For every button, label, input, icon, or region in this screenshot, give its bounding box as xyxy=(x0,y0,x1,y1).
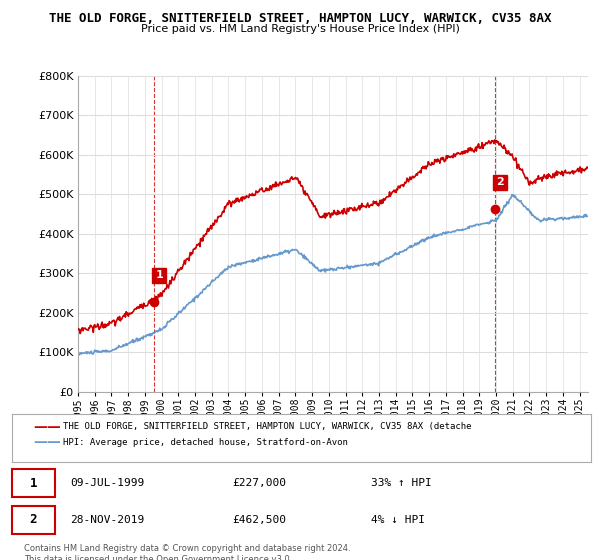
Text: 33% ↑ HPI: 33% ↑ HPI xyxy=(371,478,432,488)
Text: THE OLD FORGE, SNITTERFIELD STREET, HAMPTON LUCY, WARWICK, CV35 8AX: THE OLD FORGE, SNITTERFIELD STREET, HAMP… xyxy=(49,12,551,25)
FancyBboxPatch shape xyxy=(12,469,55,497)
Text: Contains HM Land Registry data © Crown copyright and database right 2024.
This d: Contains HM Land Registry data © Crown c… xyxy=(24,544,350,560)
Text: Price paid vs. HM Land Registry's House Price Index (HPI): Price paid vs. HM Land Registry's House … xyxy=(140,24,460,34)
Text: 4% ↓ HPI: 4% ↓ HPI xyxy=(371,515,425,525)
Text: £462,500: £462,500 xyxy=(232,515,286,525)
Text: ——: —— xyxy=(33,420,61,433)
Text: HPI: Average price, detached house, Stratford-on-Avon: HPI: Average price, detached house, Stra… xyxy=(63,438,348,447)
Text: 2: 2 xyxy=(496,178,504,188)
Text: ——: —— xyxy=(33,436,61,449)
Text: 2: 2 xyxy=(29,513,37,526)
Text: THE OLD FORGE, SNITTERFIELD STREET, HAMPTON LUCY, WARWICK, CV35 8AX (detache: THE OLD FORGE, SNITTERFIELD STREET, HAMP… xyxy=(63,422,472,431)
FancyBboxPatch shape xyxy=(12,506,55,534)
Text: 28-NOV-2019: 28-NOV-2019 xyxy=(70,515,144,525)
Text: £227,000: £227,000 xyxy=(232,478,286,488)
Text: 1: 1 xyxy=(155,270,163,281)
Text: 1: 1 xyxy=(29,477,37,490)
Text: 09-JUL-1999: 09-JUL-1999 xyxy=(70,478,144,488)
